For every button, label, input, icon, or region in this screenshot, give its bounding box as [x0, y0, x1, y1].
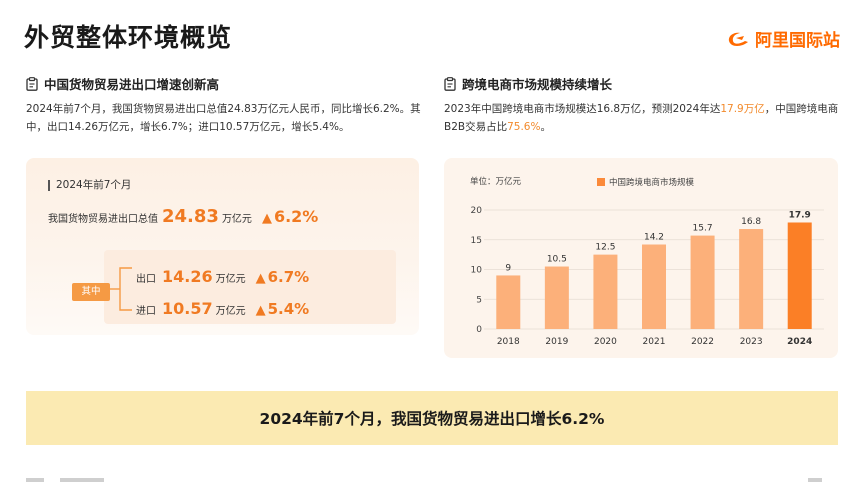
clipboard-icon — [444, 76, 456, 91]
total-unit: 万亿元 — [221, 214, 252, 225]
footer-mark — [60, 478, 104, 482]
trade-stats-card: 2024年前7个月 我国货物贸易进出口总值 24.83 万亿元 ▲ 6.2% 其… — [26, 158, 419, 335]
trade-paragraph: 2024年前7个月，我国货物贸易进出口总值24.83万亿元人民币，同比增长6.2… — [26, 103, 421, 133]
breakdown-tag: 其中 — [72, 283, 110, 301]
legend-swatch — [597, 178, 605, 186]
para-text: 。 — [540, 121, 551, 133]
footer-mark — [26, 478, 44, 482]
bar-2021 — [642, 244, 666, 329]
total-growth: 6.2% — [273, 207, 319, 226]
import-label: 进口 — [136, 306, 156, 317]
x-tick-label: 2024 — [787, 337, 812, 347]
ecommerce-paragraph: 2023年中国跨境电商市场规模达16.8万亿，预测2024年达17.9万亿，中国… — [444, 100, 839, 136]
logo-text: 阿里国际站 — [755, 31, 840, 51]
export-label: 出口 — [136, 274, 156, 285]
total-row: 我国货物贸易进出口总值 24.83 万亿元 ▲ 6.2% — [48, 206, 318, 227]
para-highlight-forecast: 17.9万亿 — [720, 103, 765, 115]
value-label: 15.7 — [693, 224, 713, 234]
import-value: 10.57 — [162, 299, 213, 318]
value-label: 10.5 — [547, 255, 567, 265]
export-unit: 万亿元 — [215, 274, 246, 285]
period-label: 2024年前7个月 — [48, 180, 131, 191]
page-title: 外贸整体环境概览 — [24, 23, 233, 52]
para-highlight-share: 75.6% — [507, 121, 541, 133]
import-row: 进口 10.57 万亿元 ▲ 5.4% — [136, 299, 309, 318]
alibaba-logo-icon — [728, 32, 748, 46]
bar-2022 — [690, 235, 715, 329]
section-heading-text: 中国货物贸易进出口增速创新高 — [44, 77, 220, 92]
bar-2020 — [593, 254, 618, 329]
bracket-connector — [110, 267, 132, 311]
import-growth: 5.4% — [267, 300, 310, 318]
x-tick-label: 2019 — [545, 337, 568, 347]
bar-2023 — [739, 229, 764, 329]
footer-mark — [808, 478, 822, 482]
section-heading-trade: 中国货物贸易进出口增速创新高 — [26, 74, 219, 93]
summary-banner: 2024年前7个月，我国货物贸易进出口增长6.2% — [26, 391, 838, 445]
clipboard-icon — [26, 76, 38, 91]
up-arrow-icon: ▲ — [255, 303, 266, 318]
value-label: 12.5 — [595, 243, 615, 253]
x-tick-label: 2022 — [691, 337, 714, 347]
bar-2024 — [787, 222, 812, 329]
value-label: 9 — [505, 263, 511, 273]
x-tick-label: 2023 — [740, 337, 763, 347]
logo: 阿里国际站 — [726, 26, 840, 51]
section-heading-text: 跨境电商市场规模持续增长 — [462, 77, 613, 92]
para-text: 2023年中国跨境电商市场规模达16.8万亿，预测2024年达 — [444, 103, 721, 115]
breakdown-box — [104, 250, 396, 324]
x-tick-label: 2021 — [643, 337, 666, 347]
export-row: 出口 14.26 万亿元 ▲ 6.7% — [136, 267, 309, 286]
section-heading-ecommerce: 跨境电商市场规模持续增长 — [444, 74, 612, 93]
value-label: 14.2 — [644, 233, 664, 243]
legend-label: 中国跨境电商市场规模 — [609, 177, 695, 188]
total-label: 我国货物贸易进出口总值 — [48, 214, 158, 225]
export-value: 14.26 — [162, 267, 213, 286]
ecommerce-bar-chart: 单位：万亿元 中国跨境电商市场规模 0 5 10 15 20 9 10.5 12.5 14.2… — [470, 176, 824, 347]
bar-2018 — [496, 275, 521, 329]
y-tick-label: 0 — [476, 325, 482, 335]
para-text: ，中国跨境电商B2B交易占比 — [444, 103, 839, 133]
x-tick-label: 2020 — [594, 337, 617, 347]
y-tick-label: 10 — [471, 266, 483, 276]
export-growth: 6.7% — [267, 268, 310, 286]
y-tick-label: 15 — [471, 236, 482, 246]
x-tick-label: 2018 — [497, 337, 520, 347]
total-value: 24.83 — [162, 206, 219, 227]
up-arrow-icon: ▲ — [261, 211, 272, 226]
value-label: 16.8 — [741, 217, 761, 227]
ecommerce-chart-card: 单位：万亿元 中国跨境电商市场规模 0 5 10 15 20 9 10.5 12.5 14.2… — [444, 158, 838, 358]
y-tick-label: 20 — [471, 206, 483, 216]
chart-unit-label: 单位：万亿元 — [470, 176, 522, 187]
value-label: 17.9 — [789, 210, 811, 220]
y-tick-label: 5 — [476, 295, 482, 305]
import-unit: 万亿元 — [215, 306, 246, 317]
up-arrow-icon: ▲ — [255, 271, 266, 286]
bar-2019 — [544, 266, 569, 329]
